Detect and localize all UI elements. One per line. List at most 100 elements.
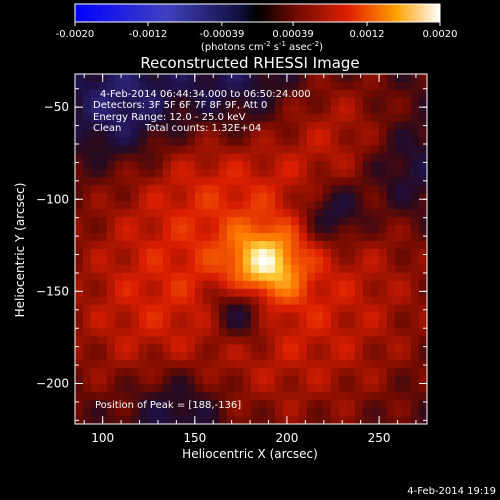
- heatmap-cell: [99, 368, 108, 377]
- heatmap-cell: [155, 352, 164, 361]
- heatmap-cell: [315, 81, 324, 91]
- heatmap-cell: [315, 360, 324, 369]
- heatmap-cell: [171, 169, 180, 178]
- heatmap-cell: [147, 97, 156, 107]
- heatmap-cell: [107, 137, 116, 147]
- heatmap-cell: [259, 81, 268, 91]
- heatmap-cell: [187, 81, 196, 91]
- heatmap-cell: [131, 352, 140, 361]
- heatmap-cell: [379, 225, 388, 234]
- heatmap-cell: [131, 209, 140, 218]
- heatmap-cell: [139, 384, 148, 393]
- heatmap-cell: [115, 376, 124, 385]
- heatmap-cell: [155, 225, 164, 234]
- heatmap-cell: [371, 241, 380, 250]
- heatmap-cell: [235, 304, 244, 314]
- heatmap-cell: [91, 241, 100, 250]
- heatmap-cell: [283, 113, 292, 123]
- heatmap-cell: [411, 241, 420, 250]
- heatmap-cell: [179, 288, 188, 298]
- heatmap-cell: [107, 113, 116, 123]
- heatmap-cell: [259, 408, 268, 417]
- heatmap-cell: [171, 225, 180, 234]
- heatmap-cell: [147, 225, 156, 234]
- heatmap-cell: [123, 256, 132, 266]
- heatmap-cell: [123, 241, 132, 250]
- heatmap-cell: [227, 336, 236, 346]
- heatmap-cell: [131, 408, 140, 417]
- heatmap-cell: [91, 249, 100, 258]
- heatmap-cell: [275, 304, 284, 314]
- heatmap-cell: [355, 185, 364, 194]
- heatmap-cell: [307, 368, 316, 377]
- heatmap-cell: [139, 113, 148, 123]
- heatmap-cell: [355, 169, 364, 178]
- heatmap-cell: [83, 137, 92, 147]
- heatmap-cell: [275, 185, 284, 194]
- heatmap-cell: [171, 89, 180, 99]
- heatmap-cell: [347, 336, 356, 346]
- heatmap-cell: [403, 336, 412, 346]
- heatmap-cell: [131, 416, 140, 425]
- heatmap-cell: [203, 304, 212, 314]
- heatmap-cell: [331, 360, 340, 369]
- heatmap-cell: [395, 296, 404, 306]
- heatmap-cell: [107, 161, 116, 171]
- heatmap-cell: [163, 408, 172, 417]
- heatmap-cell: [307, 185, 316, 194]
- heatmap-cell: [83, 352, 92, 361]
- heatmap-cell: [83, 145, 92, 155]
- heatmap-cell: [155, 400, 164, 409]
- heatmap-cell: [339, 408, 348, 417]
- heatmap-cell: [363, 201, 372, 210]
- heatmap-cell: [275, 145, 284, 155]
- heatmap-cell: [283, 241, 292, 250]
- heatmap-cell: [139, 280, 148, 290]
- heatmap-cell: [131, 392, 140, 401]
- heatmap-cell: [179, 241, 188, 250]
- heatmap-cell: [147, 89, 156, 99]
- heatmap-cell: [75, 153, 84, 163]
- heatmap-cell: [347, 328, 356, 338]
- heatmap-cell: [371, 74, 380, 83]
- heatmap-cell: [243, 233, 252, 242]
- heatmap-cell: [187, 169, 196, 178]
- heatmap-cell: [83, 336, 92, 346]
- heatmap-cell: [163, 105, 172, 115]
- heatmap-cell: [315, 105, 324, 115]
- heatmap-cell: [291, 320, 300, 330]
- heatmap-cell: [379, 145, 388, 155]
- heatmap-cell: [419, 400, 428, 409]
- heatmap-cell: [299, 416, 308, 425]
- heatmap-cell: [379, 233, 388, 242]
- heatmap-cell: [299, 241, 308, 250]
- heatmap-cell: [195, 368, 204, 377]
- heatmap-cell: [323, 408, 332, 417]
- heatmap-cell: [323, 249, 332, 258]
- heatmap-cell: [403, 89, 412, 99]
- heatmap-cell: [371, 400, 380, 409]
- heatmap-cell: [331, 256, 340, 266]
- heatmap-cell: [331, 193, 340, 202]
- heatmap-cell: [211, 241, 220, 250]
- heatmap-cell: [267, 193, 276, 202]
- heatmap-cell: [323, 113, 332, 123]
- heatmap-cell: [387, 256, 396, 266]
- heatmap-cell: [275, 296, 284, 306]
- heatmap-cell: [275, 153, 284, 163]
- heatmap-cell: [187, 241, 196, 250]
- heatmap-cell: [419, 153, 428, 163]
- heatmap-cell: [155, 296, 164, 306]
- heatmap-cell: [107, 177, 116, 186]
- heatmap-cell: [131, 312, 140, 322]
- heatmap-cell: [147, 288, 156, 298]
- heatmap-cell: [187, 312, 196, 322]
- heatmap-cell: [163, 153, 172, 163]
- heatmap-cell: [251, 153, 260, 163]
- heatmap-cell: [211, 97, 220, 107]
- heatmap-cell: [323, 225, 332, 234]
- heatmap-cell: [235, 233, 244, 242]
- heatmap-cell: [395, 74, 404, 83]
- heatmap-cell: [91, 328, 100, 338]
- heatmap-cell: [339, 137, 348, 147]
